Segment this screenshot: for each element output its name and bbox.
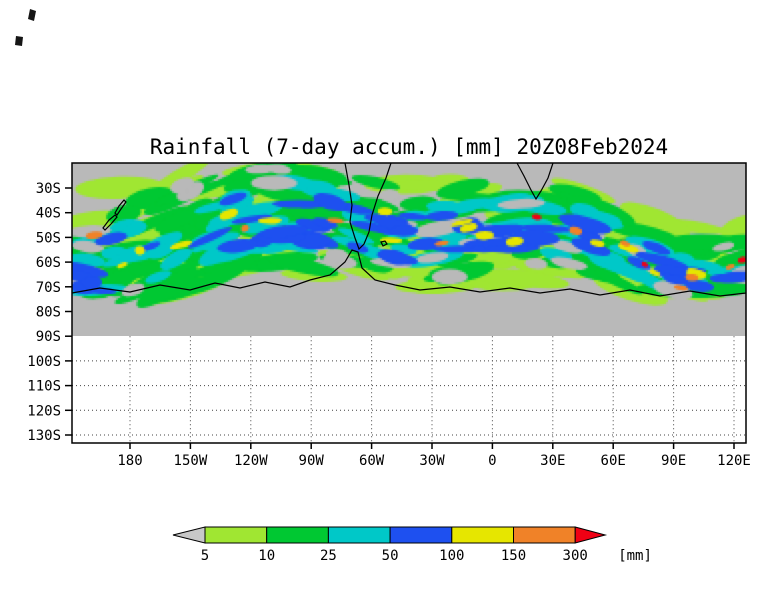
coastline-falkland-islands <box>380 240 388 247</box>
y-tick-label: 70S <box>36 280 61 296</box>
coastline-africa <box>516 162 554 201</box>
y-tick-label: 80S <box>36 305 61 321</box>
plot-border <box>71 162 747 444</box>
colorbar-below-arrow <box>172 526 206 544</box>
x-tick-label: 150W <box>174 453 208 469</box>
x-tick-label: 90W <box>299 453 325 469</box>
x-tick-label: 0 <box>488 453 496 469</box>
rainfall-field-canvas <box>72 163 746 336</box>
colorbar-segment <box>327 526 391 544</box>
colorbar-level-label: 300 <box>563 548 588 564</box>
y-tick-label: 40S <box>36 206 61 222</box>
colorbar-segment <box>513 526 576 544</box>
colorbar-segment <box>266 526 329 544</box>
colorbar-level-label: 50 <box>382 548 399 564</box>
y-tick-label: 90S <box>36 329 61 345</box>
coastline-south-america <box>344 162 392 251</box>
y-tick-label: 110S <box>27 379 61 395</box>
colorbar-level-label: 25 <box>320 548 337 564</box>
x-tick-label: 180 <box>117 453 142 469</box>
colorbar-level-label: 5 <box>201 548 209 564</box>
chart-title: Rainfall (7-day accum.) [mm] 20Z08Feb202… <box>149 135 669 159</box>
colorbar-above-arrow <box>574 526 608 544</box>
x-tick-label: 60W <box>359 453 385 469</box>
x-tick-label: 60E <box>601 453 626 469</box>
colorbar-level-label: 10 <box>258 548 275 564</box>
x-tick-label: 120W <box>234 453 268 469</box>
colorbar-segment <box>204 526 268 544</box>
x-tick-label: 30W <box>419 453 445 469</box>
window-artifact-icon <box>28 9 36 21</box>
y-tick-label: 120S <box>27 403 61 419</box>
colorbar-segment <box>389 526 453 544</box>
x-tick-label: 90E <box>661 453 686 469</box>
y-tick-label: 30S <box>36 181 61 197</box>
x-tick-label: 120E <box>717 453 751 469</box>
y-tick-label: 130S <box>27 428 61 444</box>
coastline-new-zealand-north <box>114 199 127 216</box>
y-tick-label: 50S <box>36 230 61 246</box>
colorbar-level-label: 150 <box>501 548 526 564</box>
x-tick-label: 30E <box>540 453 565 469</box>
coastline-antarctica <box>71 249 747 297</box>
y-tick-label: 60S <box>36 255 61 271</box>
coastline-new-zealand-south <box>102 214 118 231</box>
colorbar-unit-label: [mm] <box>618 548 652 564</box>
colorbar-level-label: 100 <box>439 548 464 564</box>
window-artifact-icon <box>15 36 23 46</box>
y-tick-label: 100S <box>27 354 61 370</box>
colorbar-segment <box>451 526 514 544</box>
